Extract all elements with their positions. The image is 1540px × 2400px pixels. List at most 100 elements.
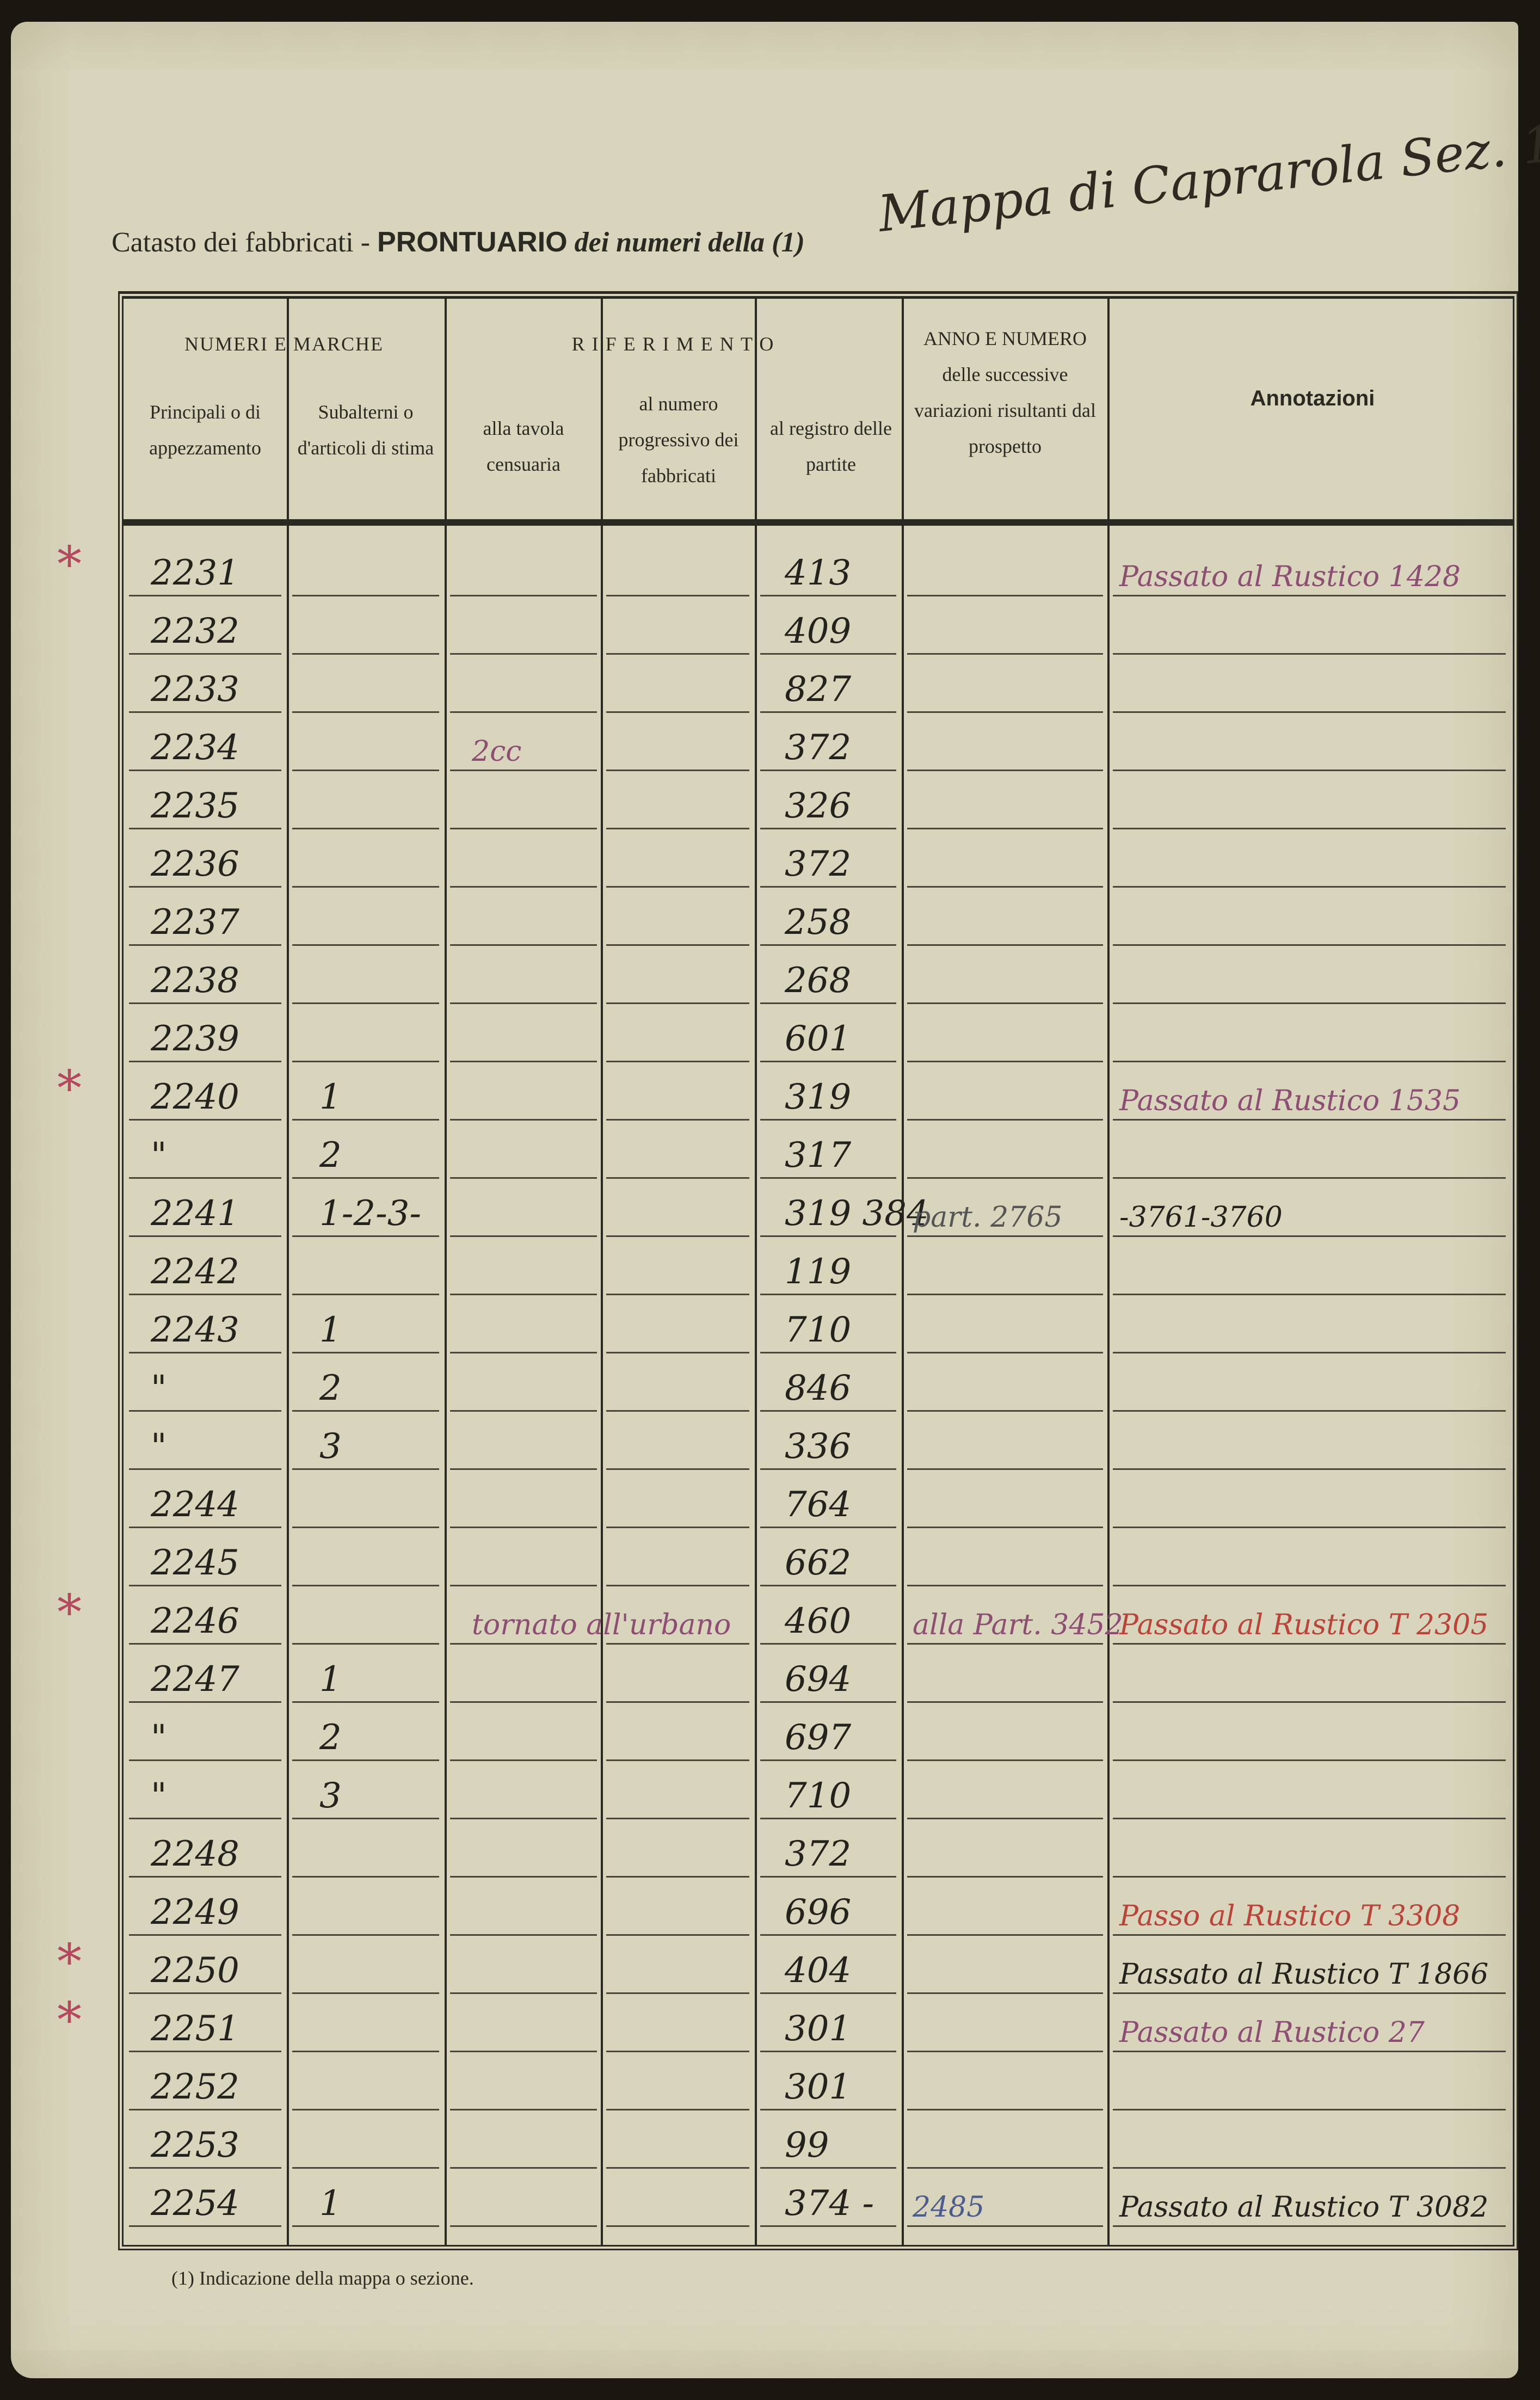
row-rule [129, 1759, 281, 1761]
row-rule [292, 2051, 439, 2052]
table-row: 2247 1 694 [124, 1645, 1513, 1703]
table-row: 2237 258 [124, 888, 1513, 946]
row-rule [129, 2167, 281, 2169]
cell-registro: 710 [785, 1776, 852, 1816]
row-rule [606, 2225, 749, 2227]
row-rule [760, 2225, 896, 2227]
row-rule [907, 1992, 1103, 1994]
row-rule [292, 1002, 439, 1004]
cell-annotazione: Passato al Rustico 27 [1119, 2016, 1425, 2049]
row-rule [1113, 653, 1506, 655]
cell-registro: 372 [785, 844, 852, 884]
row-rule [760, 1410, 896, 1412]
title-prontuario: PRONTUARIO [377, 226, 568, 258]
register-table: NUMERI E MARCHE R I F E R I M E N T O Pr… [118, 291, 1518, 2250]
row-rule [907, 1002, 1103, 1004]
cell-subalterno: 1 [319, 1659, 342, 1700]
row-rule [129, 1876, 281, 1878]
row-rule [129, 1701, 281, 1703]
column-divider [601, 299, 603, 2245]
table-row: 2248 372 [124, 1819, 1513, 1878]
row-rule [606, 1177, 749, 1179]
red-asterisk-mark: * [57, 1060, 82, 1117]
cell-subalterno: 2 [319, 1135, 342, 1176]
row-rule [1113, 886, 1506, 888]
row-rule [606, 1992, 749, 1994]
row-rule [606, 828, 749, 829]
cell-registro: 827 [785, 669, 852, 710]
cell-registro: 301 [785, 2009, 852, 2049]
cell-subalterno: 3 [319, 1426, 342, 1467]
cell-subalterno: 1-2-3- [319, 1193, 422, 1234]
column-divider [445, 299, 447, 2245]
header-anno-numero: ANNO E NUMERO delle successive variazion… [914, 328, 1096, 457]
row-rule [1113, 1294, 1506, 1295]
row-rule [129, 1119, 281, 1121]
row-rule [450, 1876, 597, 1878]
column-divider [1107, 299, 1110, 2245]
table-row: 2242 119 [124, 1237, 1513, 1295]
row-rule [1113, 1643, 1506, 1645]
row-rule [606, 1061, 749, 1062]
table-row: " 3 710 [124, 1761, 1513, 1819]
row-rule [450, 770, 597, 771]
row-rule [450, 1643, 597, 1645]
cell-principale: 2242 [151, 1252, 239, 1292]
cell-annotazione: Passato al Rustico T 3082 [1119, 2191, 1489, 2224]
row-rule [129, 1643, 281, 1645]
row-rule [760, 2167, 896, 2169]
row-rule [129, 1352, 281, 1353]
row-rule [606, 1876, 749, 1878]
cell-registro: 372 [785, 728, 852, 768]
row-rule [606, 1294, 749, 1295]
cell-registro: 301 [785, 2067, 852, 2107]
cell-subalterno: 2 [319, 1368, 342, 1408]
row-rule [606, 711, 749, 713]
row-rule [907, 2225, 1103, 2227]
row-rule [292, 1352, 439, 1353]
row-rule [1113, 1468, 1506, 1470]
row-rule [292, 1294, 439, 1295]
row-rule [606, 1410, 749, 1412]
row-rule [292, 2167, 439, 2169]
row-rule [129, 595, 281, 596]
row-rule [907, 1294, 1103, 1295]
row-rule [292, 944, 439, 946]
row-rule [450, 1235, 597, 1237]
row-rule [292, 770, 439, 771]
cell-annotazione: Passato al Rustico T 2305 [1119, 1609, 1489, 1641]
cell-principale: 2240 [151, 1077, 239, 1117]
header-registro: al registro delle partite [770, 417, 892, 475]
row-rule [292, 1585, 439, 1586]
header-riferimento: R I F E R I M E N T O [571, 333, 775, 355]
row-rule [907, 1119, 1103, 1121]
row-rule [907, 653, 1103, 655]
handwritten-map-name: Mappa di Caprarola Sez. 1a [875, 111, 1540, 243]
cell-registro: 662 [785, 1543, 852, 1583]
row-rule [450, 1585, 597, 1586]
row-rule [907, 1468, 1103, 1470]
row-rule [907, 1352, 1103, 1353]
cell-principale: 2234 [151, 728, 239, 768]
row-rule [1113, 1002, 1506, 1004]
row-rule [907, 886, 1103, 888]
header-rule [124, 519, 1513, 526]
row-rule [907, 1701, 1103, 1703]
table-row: 2245 662 [124, 1528, 1513, 1586]
row-rule [292, 886, 439, 888]
row-rule [450, 1468, 597, 1470]
row-rule [907, 1759, 1103, 1761]
row-rule [760, 1468, 896, 1470]
cell-principale: 2235 [151, 786, 239, 826]
cell-registro: 460 [785, 1601, 852, 1641]
cell-annotazione: Passato al Rustico T 1866 [1119, 1958, 1489, 1991]
row-rule [760, 1177, 896, 1179]
row-rule [292, 1527, 439, 1528]
header-numeri-e-marche: NUMERI E MARCHE [184, 333, 384, 355]
row-rule [129, 1934, 281, 1936]
table-row: " 3 336 [124, 1412, 1513, 1470]
header-tavola: alla tavola censuaria [483, 417, 564, 475]
cell-principale: 2247 [151, 1659, 239, 1700]
row-rule [760, 2051, 896, 2052]
row-rule [450, 944, 597, 946]
